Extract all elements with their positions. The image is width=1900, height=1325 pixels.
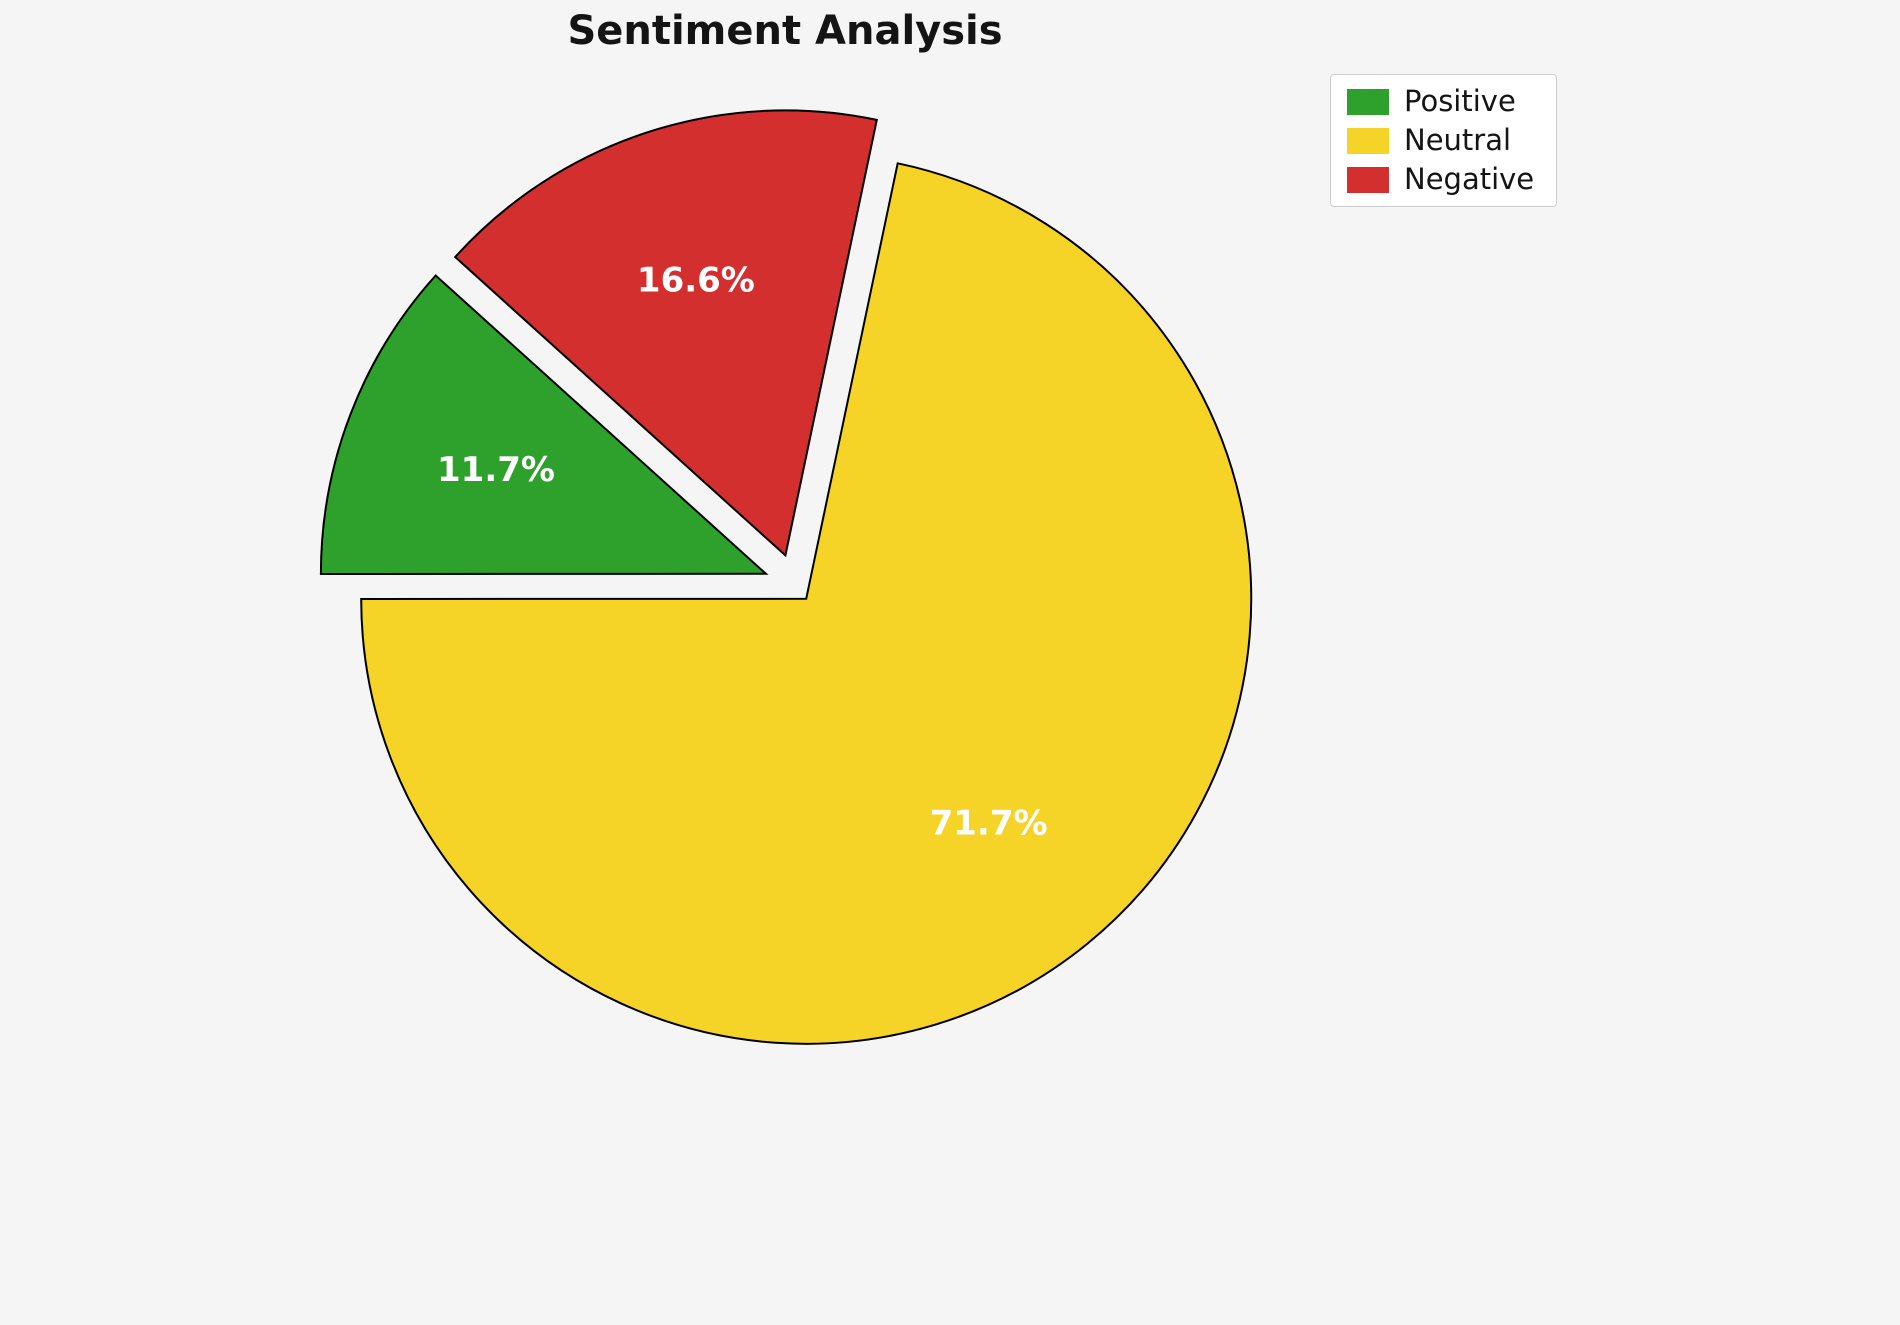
- chart-title: Sentiment Analysis: [567, 8, 1003, 54]
- slice-value-label-positive: 11.7%: [437, 450, 555, 490]
- pie-slice-neutral: [360, 162, 1253, 1045]
- legend: Positive Neutral Negative: [1330, 74, 1558, 207]
- legend-label: Positive: [1404, 84, 1516, 118]
- legend-item-neutral: Neutral: [1347, 126, 1540, 155]
- legend-label: Negative: [1404, 162, 1535, 196]
- legend-swatch-neutral: [1347, 127, 1389, 154]
- pie-slice-positive: [319, 274, 769, 576]
- legend-item-negative: Negative: [1347, 165, 1540, 194]
- legend-swatch-positive: [1347, 88, 1389, 115]
- legend-item-positive: Positive: [1347, 87, 1540, 116]
- pie-slice-negative: [453, 109, 878, 558]
- legend-swatch-negative: [1347, 166, 1389, 193]
- slice-value-label-neutral: 71.7%: [930, 803, 1048, 843]
- legend-label: Neutral: [1404, 123, 1512, 157]
- slice-value-label-negative: 16.6%: [637, 260, 755, 300]
